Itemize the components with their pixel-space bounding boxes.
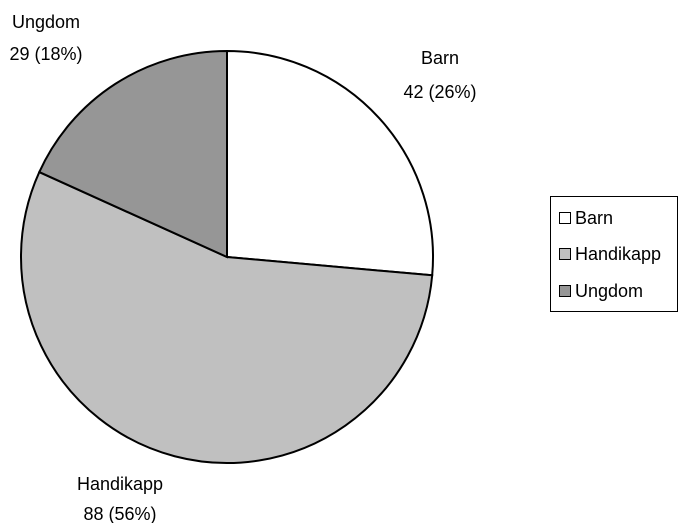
pie-slice-ungdom: [37, 49, 228, 259]
slice-label-value-ungdom: 29 (18%): [9, 44, 82, 64]
slice-label-name-handikapp: Handikapp: [77, 474, 163, 494]
legend-label-barn: Barn: [575, 207, 614, 228]
slice-label-name-ungdom: Ungdom: [12, 12, 80, 32]
legend: Barn Handikapp Ungdom: [550, 196, 678, 312]
legend-item-handikapp: Handikapp: [559, 243, 661, 265]
legend-swatch-ungdom: [559, 285, 571, 297]
legend-item-ungdom: Ungdom: [559, 280, 643, 302]
legend-swatch-barn: [559, 212, 571, 224]
pie-slice-barn: [226, 49, 434, 277]
legend-swatch-handikapp: [559, 248, 571, 260]
legend-item-barn: Barn: [559, 207, 613, 229]
slice-label-value-handikapp: 88 (56%): [83, 504, 156, 523]
legend-label-handikapp: Handikapp: [575, 243, 662, 264]
slice-label-name-barn: Barn: [421, 48, 459, 68]
legend-label-ungdom: Ungdom: [575, 280, 644, 301]
slice-labels: Barn 42 (26%) Handikapp 88 (56%) Ungdom 29 (1…: [9, 12, 476, 523]
slice-label-value-barn: 42 (26%): [403, 82, 476, 102]
pie-slice-handikapp: [20, 170, 434, 464]
pie-slices: [20, 49, 434, 464]
